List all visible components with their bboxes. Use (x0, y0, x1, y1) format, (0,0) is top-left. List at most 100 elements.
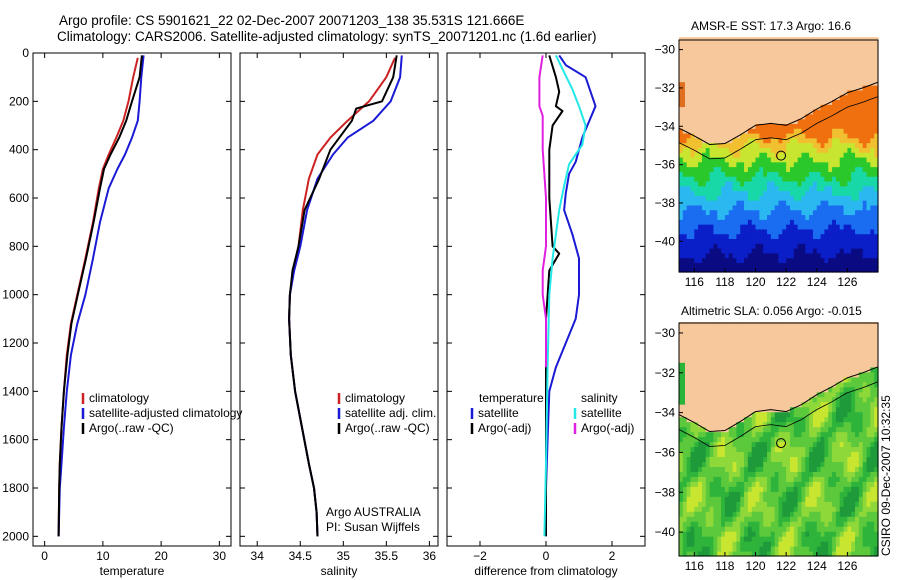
sla-cell (744, 486, 749, 492)
sst-cell (774, 185, 780, 192)
sst-cell (686, 214, 692, 220)
sst-cell (740, 262, 745, 268)
sla-cell (763, 391, 768, 398)
sst-cell (759, 200, 764, 206)
sst-cell (767, 233, 772, 240)
sst-cell (801, 109, 806, 115)
sst-cell (744, 137, 749, 144)
sst-cell (770, 238, 776, 244)
sst-cell (862, 166, 868, 172)
sla-cell (770, 461, 776, 467)
sla-cell (835, 391, 841, 398)
sst-cell (747, 195, 753, 201)
sla-cell (774, 396, 780, 403)
sst-cell (721, 89, 726, 96)
sla-cell (732, 441, 738, 448)
sla-cell (835, 466, 841, 472)
sst-cell (694, 195, 699, 201)
sla-cell (732, 466, 738, 472)
sst-cell (686, 109, 692, 115)
sst-cell (713, 56, 718, 62)
sla-cell (744, 491, 749, 497)
sst-cell (820, 89, 826, 96)
sst-cell (874, 61, 879, 67)
salinity-xtick-label: 34 (251, 549, 265, 563)
sst-cell (851, 204, 856, 211)
sla-cell (858, 461, 864, 467)
sla-cell (732, 471, 738, 477)
sst-cell (736, 128, 741, 134)
sst-cell (747, 214, 753, 220)
sla-cell (701, 471, 707, 477)
sla-cell (843, 416, 848, 423)
sst-cell (855, 75, 860, 81)
sst-cell (744, 228, 749, 235)
sst-cell (713, 94, 718, 101)
sla-cell (847, 341, 852, 348)
sla-cell (763, 416, 768, 423)
sst-cell (835, 161, 841, 168)
sst-cell (690, 248, 695, 254)
sla-cell (797, 551, 803, 557)
sst-cell (713, 132, 718, 139)
sla-cell (701, 411, 707, 418)
sla-cell (682, 551, 688, 557)
sla-cell (763, 531, 768, 537)
sst-cell (686, 89, 692, 96)
sst-cell (705, 51, 711, 57)
sst-cell (874, 209, 879, 216)
sla-cell (717, 401, 722, 408)
sst-cell (701, 142, 707, 148)
sst-cell (732, 94, 738, 101)
sla-cell (721, 431, 726, 438)
sla-cell (801, 381, 806, 388)
sla-cell (694, 336, 699, 343)
sla-cell (824, 516, 829, 522)
sla-cell (682, 536, 688, 542)
sst-cell (682, 166, 688, 172)
depth-tick-label: 1600 (2, 433, 29, 447)
sst-cell (759, 204, 764, 211)
sst-cell (786, 61, 791, 67)
sst-cell (698, 195, 703, 201)
sla-cell (778, 541, 783, 547)
sla-cell (782, 356, 787, 363)
sst-cell (843, 85, 848, 91)
sla-cell (698, 386, 703, 393)
sst-cell (724, 233, 730, 240)
sst-cell (679, 176, 684, 182)
sla-cell (759, 421, 764, 428)
sst-cell (740, 152, 745, 158)
sst-cell (679, 152, 684, 158)
sla-cell (832, 371, 837, 378)
sst-cell (832, 200, 837, 206)
sla-cell (759, 521, 764, 527)
sst-cell (789, 204, 795, 211)
sst-cell (862, 109, 868, 115)
sst-cell (870, 65, 875, 72)
sst-cell (816, 190, 822, 196)
sst-cell (728, 161, 734, 168)
sst-cell (740, 185, 745, 192)
sla-cell (694, 491, 699, 497)
sla-cell (759, 501, 764, 507)
sst-cell (839, 152, 845, 158)
sst-cell (816, 137, 822, 144)
sla-cell (724, 466, 730, 472)
sla-cell (759, 441, 764, 448)
sla-cell (709, 322, 715, 328)
sst-cell (763, 152, 768, 158)
sst-cell (751, 252, 757, 259)
sla-cell (686, 546, 692, 552)
sla-cell (858, 541, 864, 547)
sla-cell (679, 436, 684, 443)
sst-cell (679, 137, 684, 144)
sst-cell (820, 204, 826, 211)
sst-cell (866, 137, 871, 144)
sst-cell (767, 46, 772, 53)
sla-cell (847, 466, 852, 472)
sla-cell (732, 501, 738, 507)
sst-cell (751, 257, 757, 264)
sla-cell (855, 446, 860, 453)
sla-cell (789, 371, 795, 378)
